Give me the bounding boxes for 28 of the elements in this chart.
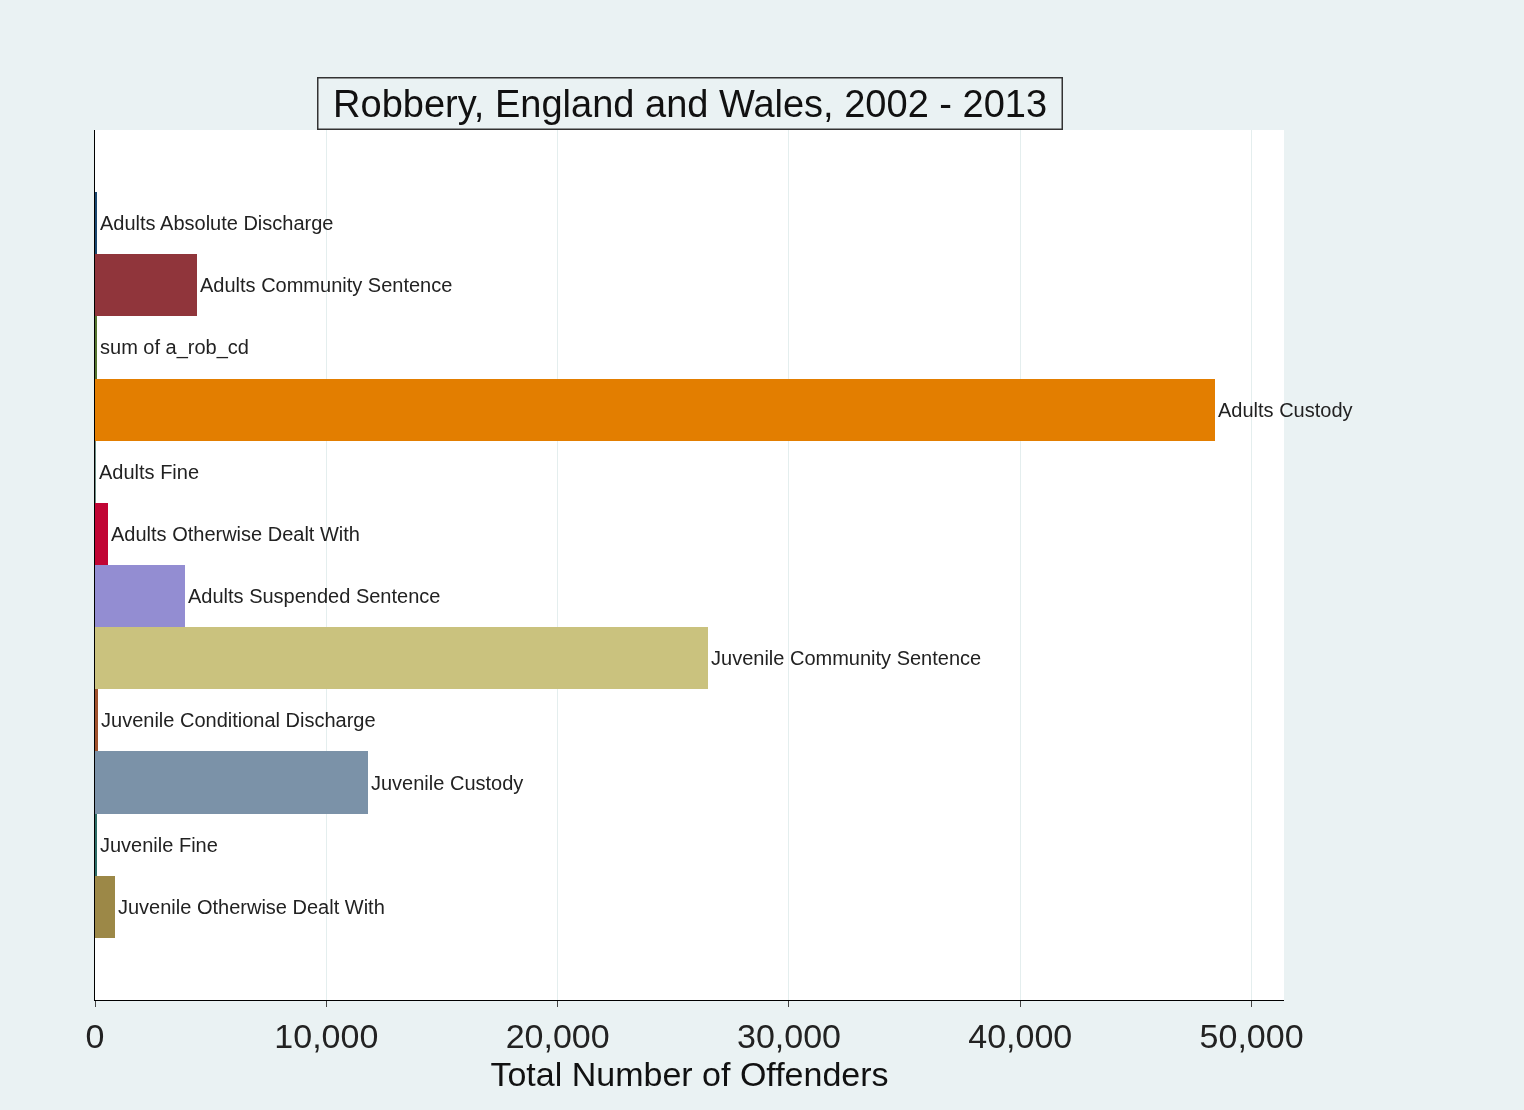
y-tick-label: Adults Fine (99, 461, 200, 483)
y-tick-label: Adults Custody (1218, 399, 1353, 421)
chart-title: Robbery, England and Wales, 2002 - 2013 (322, 82, 1058, 125)
bar (95, 254, 197, 316)
y-tick-label: Adults Otherwise Dealt With (111, 523, 360, 545)
y-tick-label: sum of a_rob_cd (100, 336, 249, 359)
y-tick-label: Adults Suspended Sentence (188, 585, 441, 607)
y-tick-label: Juvenile Fine (100, 834, 218, 856)
bar (95, 876, 115, 938)
bar (95, 565, 185, 627)
x-axis-title: Total Number of Offenders (490, 1054, 889, 1093)
y-tick-label: Adults Absolute Discharge (100, 212, 334, 234)
y-tick-label: Adults Community Sentence (200, 274, 453, 296)
x-tick-label: 30,000 (736, 1016, 841, 1055)
bar (95, 689, 98, 751)
x-tick-label: 20,000 (505, 1016, 610, 1055)
x-tick-label: 0 (85, 1016, 105, 1055)
y-tick-label: Juvenile Otherwise Dealt With (118, 896, 385, 918)
bar (95, 627, 708, 689)
bar (95, 751, 368, 814)
bar (95, 379, 1215, 441)
x-tick-label: 40,000 (968, 1016, 1073, 1055)
x-tick-label: 50,000 (1199, 1016, 1304, 1055)
y-tick-label: Juvenile Custody (371, 771, 524, 794)
y-tick-label: Juvenile Community Sentence (711, 647, 982, 669)
x-tick-label: 10,000 (274, 1016, 379, 1055)
y-tick-label: Juvenile Conditional Discharge (101, 709, 376, 731)
bar (95, 503, 108, 565)
